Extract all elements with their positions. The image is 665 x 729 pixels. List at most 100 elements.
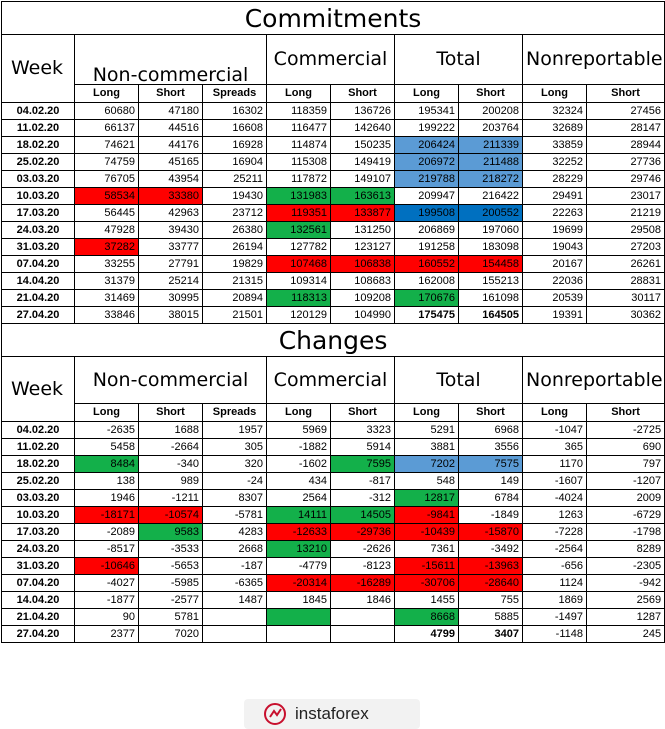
table-cell: 33777 [138,238,203,256]
table-row: 25.02.20 74759 45165 16904 115308 149419 20697… [1,153,665,171]
table-cell: 74759 [74,153,139,171]
noncommercial-header: Non-commercial [74,34,267,85]
table-cell: 32324 [522,102,587,120]
table-cell: 28831 [585,272,665,290]
table-cell: 1946 [74,489,139,507]
table-row: 31.03.20 -10646 -5653 -187 -4779 -8123 -15611-… [1,557,665,575]
table-cell: 183098 [458,238,523,256]
table-cell: -340 [138,455,203,473]
table-cell: -1602 [266,455,331,473]
table-cell: -15611 [394,557,459,575]
table-cell: -2626 [330,540,395,558]
table-cell: 797 [585,455,665,473]
table-cell: 5458 [74,438,139,456]
table-row: 04.02.20 -2635 1688 1957 5969 3323 5291 6968 -10… [1,421,665,439]
table-cell: 206424 [394,136,459,154]
table-cell: 28229 [522,170,587,188]
table-row: 21.04.20 31469 30995 20894 118313 109208 17067… [1,289,665,307]
week-date: 04.02.20 [1,421,75,439]
table-cell: 365 [522,438,587,456]
table-cell: -1882 [266,438,331,456]
table-cell: 164505 [458,306,523,324]
table-cell: 22036 [522,272,587,290]
table-cell: 131250 [330,221,395,239]
table-cell: 191258 [394,238,459,256]
table-cell: 8289 [585,540,665,558]
table-cell: 132561 [266,221,331,239]
table-cell: 14111 [266,506,331,524]
table-cell: -12633 [266,523,331,541]
commercial-header: Commercial [266,356,395,404]
table-cell [266,625,331,643]
table-cell: -2664 [138,438,203,456]
table-cell: 1287 [585,608,665,626]
table-cell: 133877 [330,204,395,222]
week-date: 27.04.20 [1,625,75,643]
table-cell: 33380 [138,187,203,205]
table-cell: 219788 [394,170,459,188]
table-cell: 19430 [202,187,267,205]
table-cell: 320 [202,455,267,473]
table-cell: 160552 [394,255,459,273]
table-cell: 5914 [330,438,395,456]
table-cell: 20539 [522,289,587,307]
table-cell: 1124 [522,574,587,592]
table-cell: 25211 [202,170,267,188]
column-header: Long [394,84,459,103]
column-header: Spreads [202,403,267,422]
table-cell: 27456 [585,102,665,120]
table-cell: -15870 [458,523,523,541]
table-cell: 33846 [74,306,139,324]
total-header: Total [394,356,523,404]
table-cell: -2564 [522,540,587,558]
table-cell [202,625,267,643]
week-date: 03.03.20 [1,170,75,188]
table-cell: 1263 [522,506,587,524]
week-date: 27.04.20 [1,306,75,324]
table-cell: 1688 [138,421,203,439]
table-row: 11.02.20 66137 44516 16608 116477 142640 19922… [1,119,665,137]
column-header: Long [266,403,331,422]
table-cell: 7020 [138,625,203,643]
table-cell: 32252 [522,153,587,171]
column-header: Short [585,84,665,103]
instaforex-watermark: instaforex [244,699,420,729]
column-header: Spreads [202,84,267,103]
table-cell: -28640 [458,574,523,592]
table-cell: 27736 [585,153,665,171]
table-cell: 107468 [266,255,331,273]
table-cell: 104990 [330,306,395,324]
table-cell: -6365 [202,574,267,592]
week-date: 03.03.20 [1,489,75,507]
table-cell: 199508 [394,204,459,222]
table-cell: 548 [394,472,459,490]
week-header: Week [1,356,75,422]
table-cell: -24 [202,472,267,490]
table-cell: -2635 [74,421,139,439]
table-cell: -817 [330,472,395,490]
table-cell: 305 [202,438,267,456]
table-cell: -2089 [74,523,139,541]
table-cell: 1487 [202,591,267,609]
table-cell: -30706 [394,574,459,592]
table-row: 04.02.20 60680 47180 16302 118359 136726 19534… [1,102,665,120]
changes-title: Changes [0,324,665,357]
table-cell: 203764 [458,119,523,137]
table-cell: 115308 [266,153,331,171]
table-cell: -10439 [394,523,459,541]
table-cell: 206869 [394,221,459,239]
table-cell: 197060 [458,221,523,239]
table-cell: 26380 [202,221,267,239]
subheader-row: Long Short Spreads Long Short Long Short Long Sh… [2,403,665,422]
column-header: Short [458,403,523,422]
table-cell: -4779 [266,557,331,575]
table-cell: 1845 [266,591,331,609]
table-cell: 3407 [458,625,523,643]
table-row: 10.03.20 58534 33380 19430 131983 163613 20994… [1,187,665,205]
table-cell: 150235 [330,136,395,154]
table-cell: 20167 [522,255,587,273]
table-cell: 138 [74,472,139,490]
table-cell: 14505 [330,506,395,524]
table-cell: 29491 [522,187,587,205]
table-cell: 9583 [138,523,203,541]
